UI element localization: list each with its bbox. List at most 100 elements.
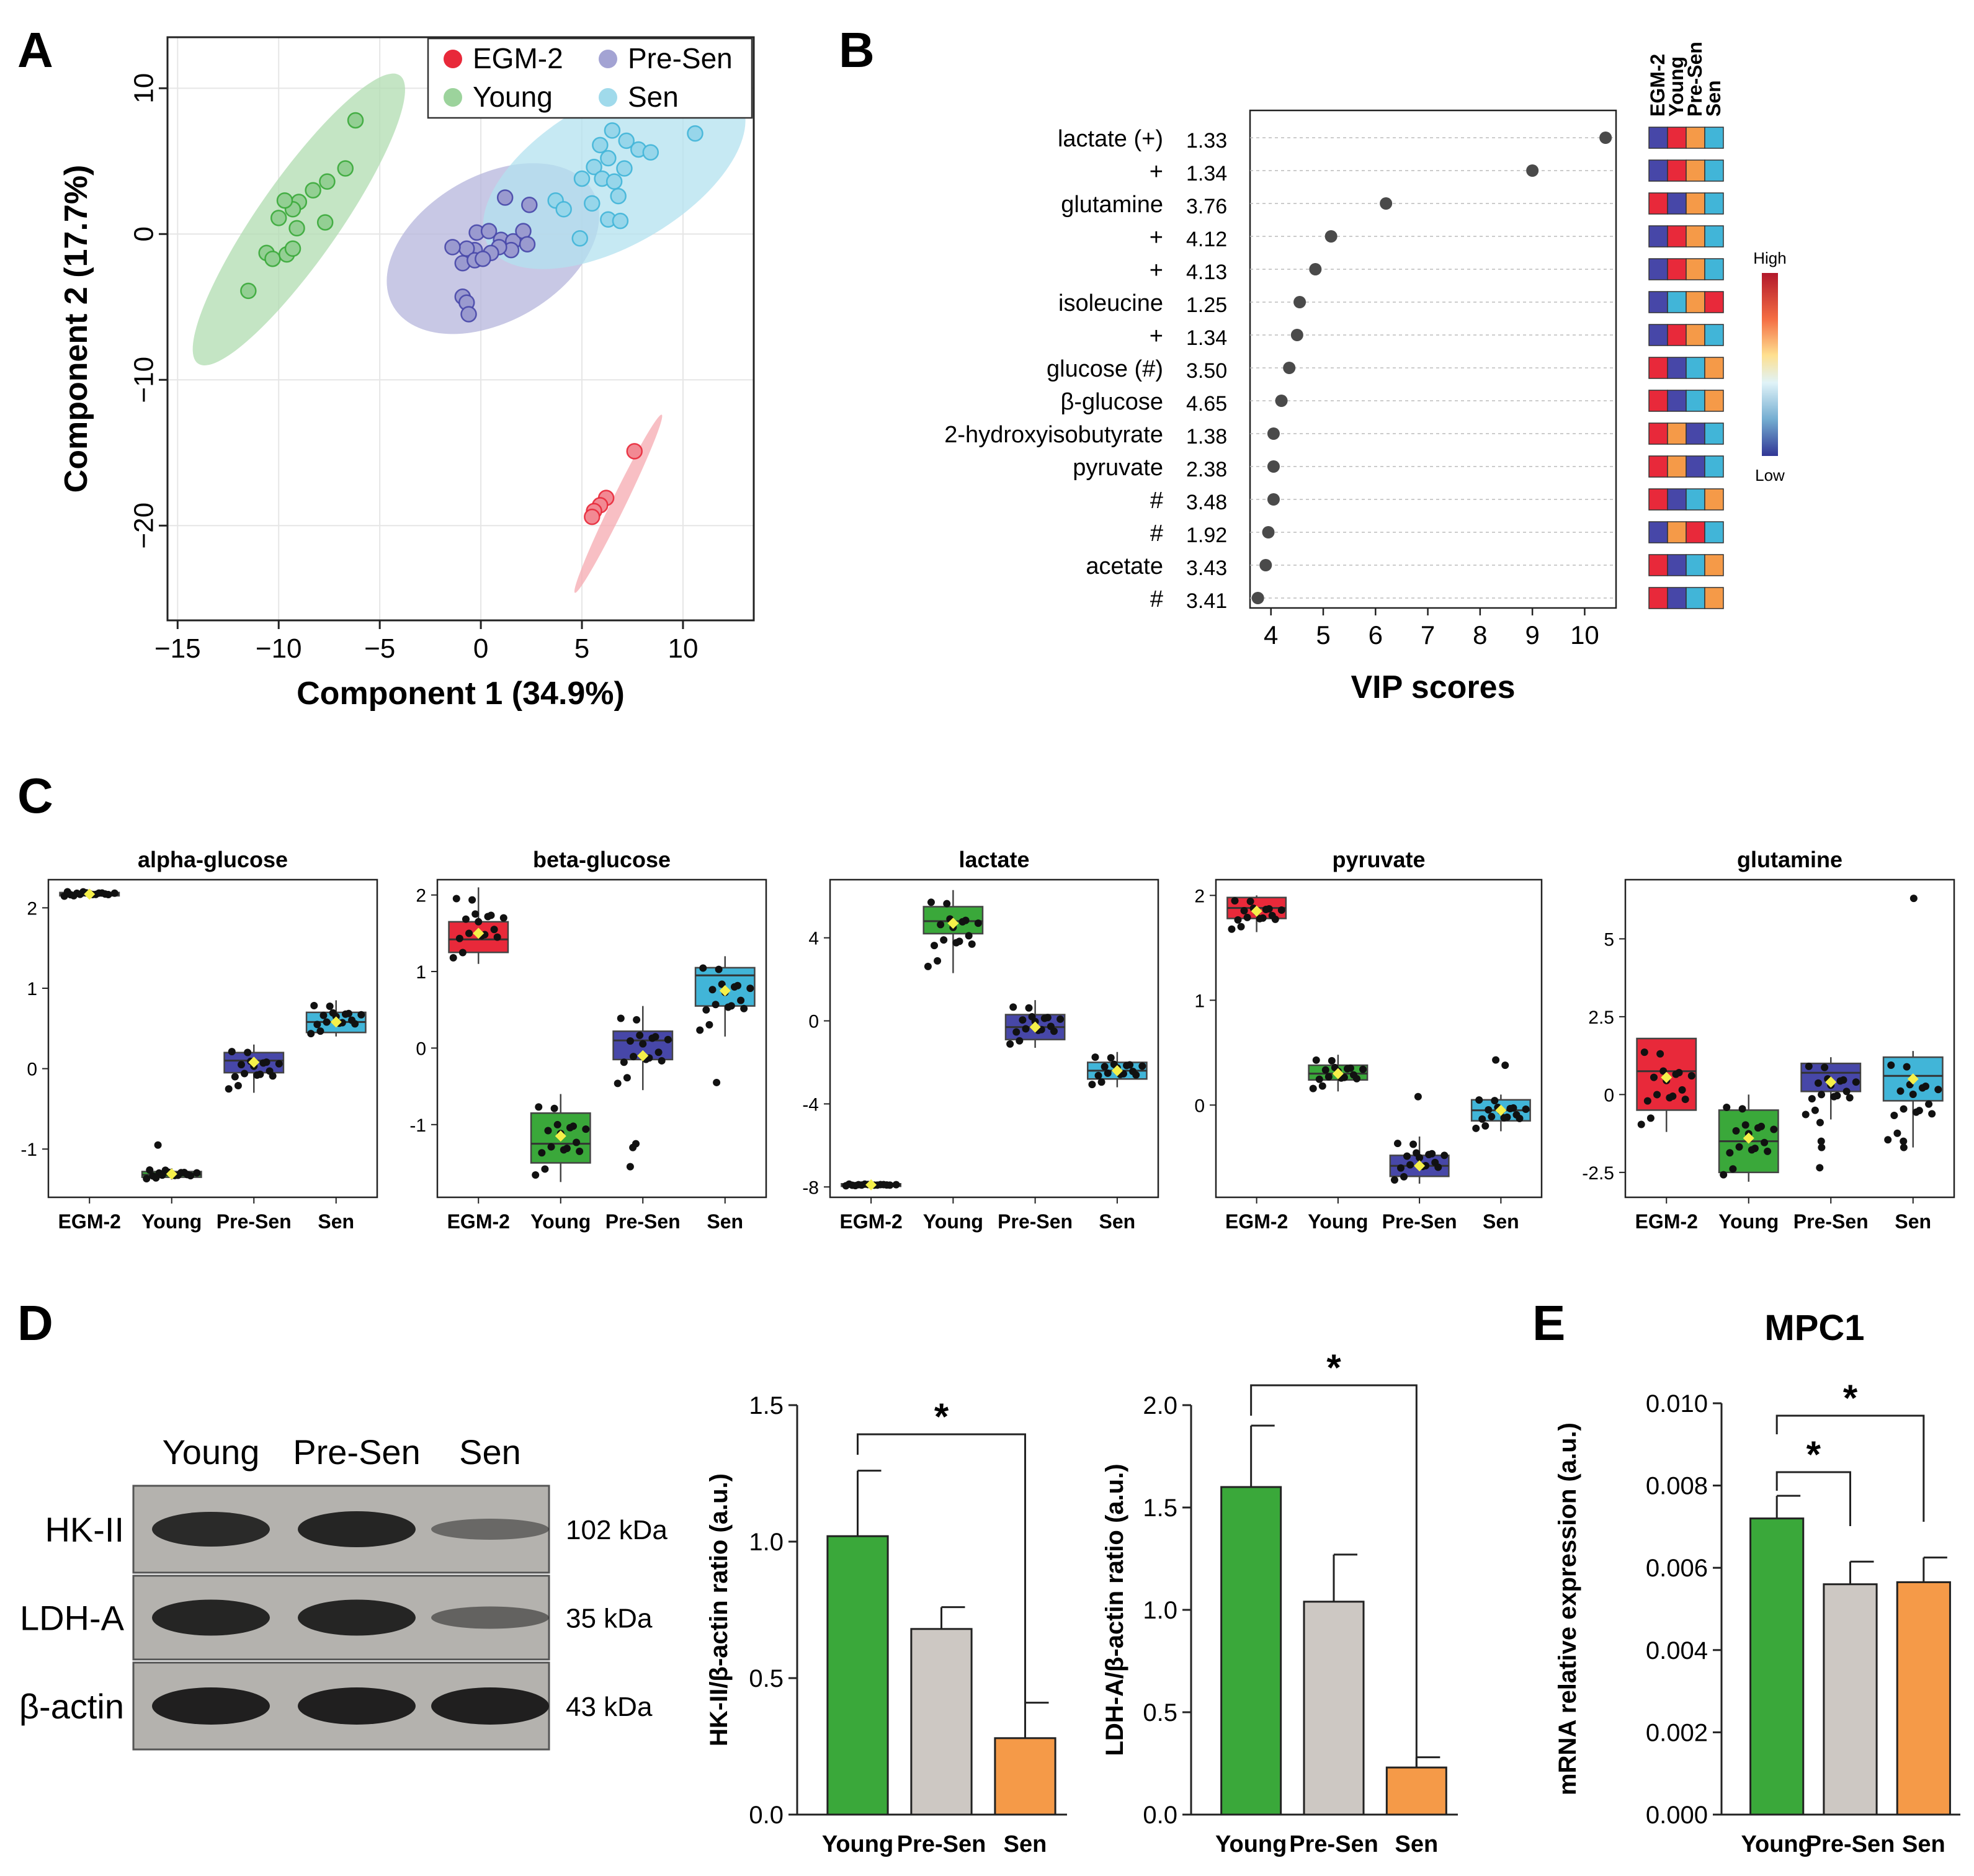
bar-xtick-label: Pre-Sen [1806, 1831, 1895, 1857]
vip-point [1262, 526, 1275, 538]
boxplot-point [357, 1011, 365, 1019]
boxplot-point [639, 1040, 647, 1048]
boxplot-point [1406, 1161, 1414, 1169]
boxplot-mean-marker [1661, 1071, 1673, 1083]
blot-band [298, 1511, 416, 1547]
pca-point [616, 160, 633, 177]
bar-ytick-label: 0.000 [1646, 1802, 1708, 1829]
boxplot-point [1097, 1078, 1105, 1086]
vip-point [1599, 132, 1612, 144]
vip-heatmap-cell [1704, 390, 1724, 412]
vip-ppm-label: 4.65 [1186, 392, 1227, 416]
vip-heatmap-cell [1704, 587, 1724, 609]
vip-heatmap-cell [1667, 225, 1687, 248]
boxplot-mean-marker [1414, 1160, 1426, 1172]
boxplot-mean-marker [84, 888, 96, 900]
pca-xtick-label: −5 [364, 633, 395, 664]
bar-Sen [1896, 1581, 1951, 1816]
pca-ytick-label: 0 [129, 226, 159, 241]
boxplot-point [323, 1018, 331, 1026]
boxplot-point [851, 1182, 859, 1190]
vip-metabolite-label: + [1150, 225, 1163, 251]
pca-point [586, 158, 602, 176]
boxplot-title: alpha-glucose [138, 847, 288, 872]
bar-Pre-Sen [1823, 1583, 1878, 1816]
boxplot-point [1732, 1127, 1740, 1135]
boxplot-point [1900, 1105, 1908, 1113]
boxplot-xtick-label: Young [923, 1210, 983, 1233]
panel-label-D: D [17, 1295, 53, 1351]
boxplot-point [1802, 1110, 1810, 1119]
pca-point [605, 173, 623, 190]
blot-lane-label: Sen [459, 1432, 521, 1472]
vip-heatmap-cell [1686, 455, 1705, 478]
boxplot-point [715, 965, 723, 973]
boxplot-ytick-label: -8 [802, 1177, 819, 1198]
blot-band [298, 1599, 416, 1636]
blot-band [431, 1606, 549, 1629]
boxplot-point [1016, 1037, 1024, 1045]
vip-heatmap-cell [1686, 258, 1705, 280]
boxplot-point [1821, 1063, 1829, 1071]
vip-ppm-label: 1.33 [1186, 129, 1227, 153]
bar-ytick-label: 1.5 [1143, 1494, 1177, 1522]
vip-point [1267, 493, 1280, 506]
boxplot-point [1324, 1073, 1333, 1081]
boxplot-ytick-label: 0 [1194, 1096, 1205, 1116]
pca-point [519, 236, 536, 252]
boxplot-beta-glucose: beta-glucose 2 1 0 -1 EGM-2 Young Pre-Sen Sen [409, 847, 767, 1233]
pca-legend-swatch [599, 88, 617, 107]
boxplot-point [883, 1181, 891, 1189]
boxplot-point [95, 889, 103, 897]
boxplot-point [1129, 1068, 1137, 1076]
vip-heatmap-cell [1648, 192, 1668, 215]
pca-legend-swatch [444, 88, 462, 107]
vip-heatmap-cell [1686, 422, 1705, 445]
boxplot-mean-marker [719, 985, 731, 996]
boxplot-point [535, 1103, 543, 1111]
blot-lane-label: Pre-Sen [293, 1432, 420, 1472]
vip-heatmap-cell [1667, 455, 1687, 478]
vip-heatmap-cell [1686, 127, 1705, 149]
boxplot-ytick-label: 4 [808, 929, 819, 949]
boxplot-title: beta-glucose [533, 847, 671, 872]
vip-point [1267, 427, 1280, 440]
boxplot-point [313, 1021, 321, 1029]
boxplot-point [974, 919, 982, 927]
pca-point [316, 214, 334, 231]
pca-point [604, 122, 621, 139]
boxplot-point [1741, 1121, 1749, 1129]
boxplot-xtick-label: Sen [1895, 1210, 1931, 1233]
boxplot-mean-marker [1251, 905, 1262, 917]
vip-metabolite-label: glutamine [1061, 192, 1163, 218]
boxplot-point [231, 1073, 239, 1081]
vip-heatmap-cell [1686, 324, 1705, 346]
boxplot-point [1262, 905, 1270, 913]
pca-ytick-label: 10 [129, 73, 159, 104]
pca-legend-swatch [444, 50, 462, 68]
boxplot-point [1896, 1087, 1905, 1095]
boxplot-frame [47, 878, 378, 1199]
pca-point [642, 144, 659, 161]
significance-bracket [857, 1433, 1026, 1712]
boxplot-point [1425, 1151, 1433, 1159]
pca-point [460, 306, 477, 323]
boxplot-title: lactate [958, 847, 1029, 872]
pca-point [444, 239, 461, 256]
boxplot-point [1478, 1115, 1486, 1123]
pca-legend-label: EGM-2 [473, 42, 563, 74]
boxplot-point [532, 1171, 540, 1179]
boxplot-ytick-label: 0 [1604, 1085, 1614, 1106]
boxplot-point [654, 1048, 663, 1056]
boxplot-xtick-label: EGM-2 [447, 1210, 510, 1233]
pca-point [626, 443, 643, 460]
boxplot-xtick-label: EGM-2 [1635, 1210, 1698, 1233]
boxplot-ytick-label: 2 [416, 886, 426, 906]
pca-xtick-label: 5 [574, 633, 589, 664]
boxplot-point [718, 980, 726, 988]
vip-point [1380, 197, 1393, 210]
vip-point [1290, 329, 1303, 341]
vip-ppm-label: 3.48 [1186, 491, 1227, 514]
boxplot-ytick-label: -4 [802, 1094, 819, 1115]
vip-heatmap-cell [1648, 357, 1668, 379]
